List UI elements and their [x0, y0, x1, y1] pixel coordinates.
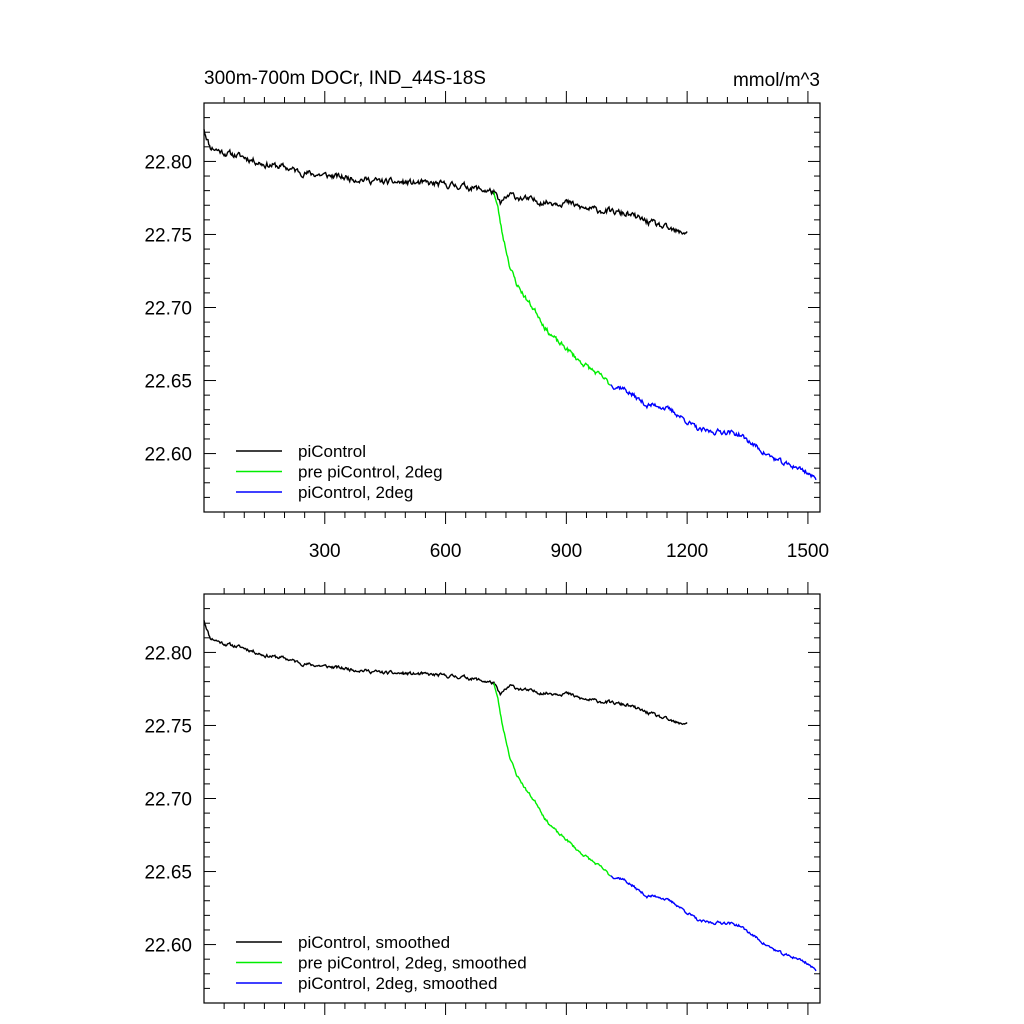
y-tick-label: 22.80: [144, 152, 192, 173]
y-tick-label: 22.70: [144, 299, 192, 320]
x-tick-label: 300: [309, 541, 341, 562]
x-tick-label: 900: [551, 541, 583, 562]
y-tick-label: 22.75: [144, 716, 192, 737]
plot-frame: [203, 593, 821, 1004]
units-label: mmol/m^3: [733, 70, 820, 91]
series-line-0: [203, 129, 688, 236]
legend-label: piControl: [298, 442, 366, 461]
y-tick-label: 22.75: [144, 225, 192, 246]
y-tick-label: 22.65: [144, 372, 192, 393]
legend-label: piControl, smoothed: [298, 933, 450, 952]
series-line-2: [610, 875, 817, 972]
y-tick-label: 22.60: [144, 445, 192, 466]
top-panel: 300m-700m DOCr, IND_44S-18S mmol/m^3 22.…: [144, 68, 829, 562]
y-tick-label: 22.70: [144, 790, 192, 811]
legend-label: piControl, 2deg: [298, 483, 413, 502]
x-tick-label: 600: [430, 541, 462, 562]
chart-title: 300m-700m DOCr, IND_44S-18S: [204, 68, 486, 89]
plot-frame: [203, 102, 821, 513]
series-line-1: [493, 191, 611, 386]
y-tick-label: 22.65: [144, 863, 192, 884]
legend-label: piControl, 2deg, smoothed: [298, 974, 497, 993]
x-tick-label: 1500: [787, 541, 829, 562]
legend-label: pre piControl, 2deg, smoothed: [298, 954, 527, 973]
x-tick-label: 1200: [666, 541, 708, 562]
y-tick-label: 22.60: [144, 936, 192, 957]
series-line-0: [203, 620, 688, 726]
bottom-panel: 22.60 22.65 22.70 22.75 22.80 piControl, smoo…: [144, 582, 821, 1015]
legend-label: pre piControl, 2deg: [298, 463, 443, 482]
series-line-1: [493, 682, 611, 877]
series-line-2: [610, 384, 817, 481]
y-tick-label: 22.80: [144, 643, 192, 664]
